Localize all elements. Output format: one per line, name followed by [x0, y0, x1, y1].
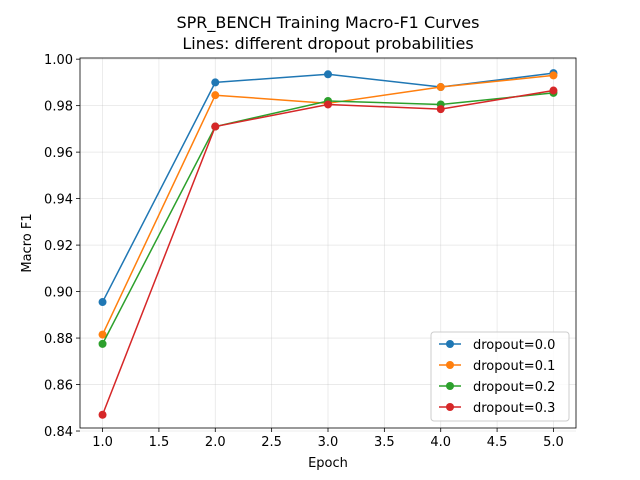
- legend-entry: dropout=0.3: [439, 401, 555, 416]
- legend-box: [430, 331, 570, 422]
- y-tick-label: 0.94: [44, 193, 73, 208]
- x-tick-label: 3.5: [374, 435, 395, 450]
- x-axis-label: Epoch: [308, 456, 348, 471]
- data-point: [211, 78, 220, 87]
- legend-entry: dropout=0.2: [439, 380, 555, 395]
- legend-label: dropout=0.3: [473, 401, 555, 416]
- legend-label: dropout=0.2: [473, 380, 555, 395]
- y-tick-label: 0.92: [44, 239, 73, 254]
- y-tick-label: 1.00: [44, 53, 73, 68]
- chart-subtitle: Lines: different dropout probabilities: [182, 34, 473, 53]
- data-point: [98, 298, 107, 307]
- legend-marker: [446, 340, 454, 348]
- x-tick-label: 2.0: [205, 435, 226, 450]
- legend-marker: [446, 382, 454, 390]
- y-tick-label: 0.98: [44, 100, 73, 115]
- legend-entry: dropout=0.1: [439, 359, 555, 374]
- y-tick-label: 0.84: [44, 425, 73, 440]
- data-point: [549, 86, 558, 95]
- data-point: [98, 330, 107, 339]
- x-tick-label: 1.5: [149, 435, 170, 450]
- data-point: [98, 339, 107, 348]
- y-axis-label: Macro F1: [20, 213, 35, 272]
- data-point: [549, 71, 558, 80]
- y-tick-label: 0.86: [44, 379, 73, 394]
- legend-entry: dropout=0.0: [439, 338, 555, 353]
- plot-series: [98, 69, 558, 419]
- plot-frame: [79, 57, 577, 429]
- y-tick-label: 0.88: [44, 332, 73, 347]
- data-point: [436, 105, 445, 114]
- x-tick-label: 4.0: [430, 435, 451, 450]
- x-tick-label: 2.5: [261, 435, 282, 450]
- x-tick-label: 1.0: [92, 435, 113, 450]
- legend-marker: [446, 403, 454, 411]
- data-point: [211, 122, 220, 131]
- series-dropout=0.3: [98, 86, 558, 419]
- legend-label: dropout=0.1: [473, 359, 555, 374]
- legend-label: dropout=0.0: [473, 338, 555, 353]
- data-point: [324, 100, 332, 109]
- data-point: [211, 91, 220, 100]
- axis-ticks: 1.0 1.5 2.0 2.5 3.0 3.5 4.0 4.5 5.0 0.84 0.86 0.88 0…: [44, 53, 564, 450]
- y-tick-label: 0.96: [44, 146, 73, 161]
- legend: dropout=0.0 dropout=0.1 dropout=0.2 dropout…: [430, 331, 570, 422]
- legend-marker: [446, 361, 454, 369]
- data-point: [98, 410, 107, 419]
- x-tick-label: 4.5: [487, 435, 508, 450]
- chart-title: SPR_BENCH Training Macro-F1 Curves: [177, 13, 480, 33]
- x-tick-label: 5.0: [543, 435, 564, 450]
- data-point: [324, 70, 332, 79]
- y-tick-label: 0.90: [44, 286, 73, 301]
- data-point: [436, 83, 445, 92]
- x-tick-label: 3.0: [318, 435, 339, 450]
